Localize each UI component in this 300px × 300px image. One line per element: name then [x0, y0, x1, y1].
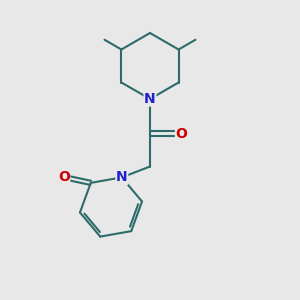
Text: O: O	[58, 170, 70, 184]
Text: N: N	[144, 92, 156, 106]
Text: O: O	[176, 127, 188, 140]
Text: N: N	[116, 170, 128, 184]
